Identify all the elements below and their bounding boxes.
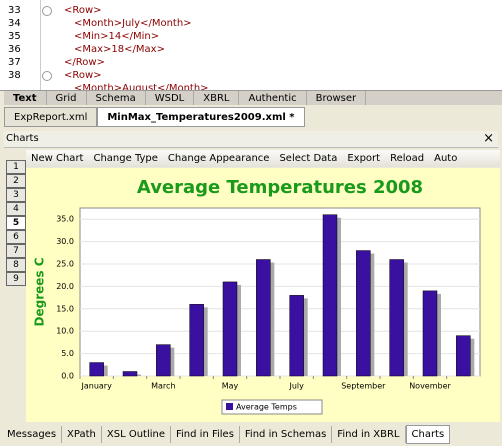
x-tick-label: January — [81, 382, 113, 391]
bottom-tabs: Messages XPath XSL Outline Find in Files Fin… — [2, 425, 451, 444]
plot-area — [79, 207, 481, 377]
file-tab[interactable]: MinMax_Temperatures2009.xml * — [97, 107, 305, 127]
code-line: <Row> — [64, 5, 102, 16]
line-number: 38 — [8, 70, 21, 81]
view-tab[interactable]: XBRL — [194, 91, 240, 105]
toolbar-button[interactable]: Change Type — [93, 153, 158, 164]
side-tab[interactable]: 4 — [6, 202, 26, 216]
toolbar-button[interactable]: Change Appearance — [167, 153, 270, 164]
panel-header: Charts × — [4, 131, 498, 148]
bar — [356, 250, 371, 377]
x-tick-label: July — [288, 382, 304, 391]
y-tick-label: 5.0 — [61, 349, 74, 358]
x-tick-label: May — [222, 382, 239, 391]
side-tab[interactable]: 2 — [6, 174, 26, 188]
view-tabs: Text Grid Schema WSDL XBRL Authentic Browser — [4, 91, 502, 105]
toolbar-button[interactable]: Auto — [434, 153, 458, 164]
line-number: 33 — [8, 5, 21, 16]
y-tick-label: 20.0 — [56, 282, 74, 291]
code-line: <Month>July</Month> — [74, 18, 192, 29]
side-tab[interactable]: 3 — [6, 188, 26, 202]
chart-toolbar: New Chart Change Type Change Appearance Sel… — [26, 150, 500, 167]
bottom-tab[interactable]: XSL Outline — [102, 426, 171, 443]
view-tab[interactable]: Authentic — [239, 91, 307, 105]
bar — [122, 371, 138, 377]
side-tab[interactable]: 5 — [6, 216, 26, 230]
toolbar-button[interactable]: Reload — [390, 153, 425, 164]
code-line: </Row> — [64, 57, 105, 68]
bar — [89, 362, 104, 377]
line-number: 37 — [8, 57, 21, 68]
bottom-tab[interactable]: Find in XBRL — [332, 426, 406, 443]
code-line: <Month>August</Month> — [74, 83, 209, 91]
y-tick-label: 10.0 — [56, 327, 74, 336]
y-tick-label: 15.0 — [56, 304, 74, 313]
bar — [222, 281, 238, 377]
code-line: <Row> — [64, 70, 102, 81]
y-tick-label: 0.0 — [61, 372, 74, 381]
bar — [389, 259, 404, 377]
view-tab[interactable]: Grid — [47, 91, 87, 105]
bottom-tab[interactable]: Messages — [2, 426, 63, 443]
line-number: 35 — [8, 31, 21, 42]
file-tab[interactable]: ExpReport.xml — [4, 107, 98, 127]
bar — [422, 290, 438, 377]
view-tab[interactable]: Browser — [307, 91, 367, 105]
x-tick-label: September — [341, 382, 386, 391]
y-tick-label: 25.0 — [56, 260, 74, 269]
fold-marker[interactable] — [42, 71, 52, 81]
close-button[interactable]: × — [483, 131, 494, 146]
code-line: <Min>14</Min> — [74, 31, 160, 42]
bottom-tab[interactable]: Find in Schemas — [240, 426, 333, 443]
chart: Average Temperatures 2008 Degrees C 0.0 5.0… — [26, 168, 500, 422]
code-editor: 33 34 35 36 37 38 <Row> <Month>July</Month> <Min… — [0, 0, 502, 91]
y-axis-label: Degrees C — [33, 257, 47, 326]
file-tabs: ExpReport.xml MinMax_Temperatures2009.xml… — [4, 107, 305, 127]
bar — [322, 214, 338, 377]
line-number: 34 — [8, 18, 21, 29]
view-tab[interactable]: Text — [4, 91, 47, 105]
side-tab[interactable]: 8 — [6, 258, 26, 272]
x-tick-label: November — [409, 382, 451, 391]
gutter — [40, 0, 41, 90]
bar — [289, 295, 304, 377]
side-tab[interactable]: 7 — [6, 244, 26, 258]
chart-title: Average Temperatures 2008 — [137, 177, 423, 198]
legend-swatch — [226, 403, 233, 410]
view-tab[interactable]: Schema — [87, 91, 146, 105]
view-tab[interactable]: WSDL — [146, 91, 195, 105]
bar — [456, 335, 471, 377]
code-line: <Max>18</Max> — [74, 44, 165, 55]
toolbar-button[interactable]: Select Data — [279, 153, 338, 164]
toolbar-button[interactable]: Export — [347, 153, 381, 164]
panel-title: Charts — [6, 133, 39, 144]
fold-marker[interactable] — [42, 6, 52, 16]
bar — [156, 344, 171, 377]
y-tick-label: 35.0 — [56, 215, 74, 224]
side-tab[interactable]: 1 — [6, 160, 26, 174]
bottom-tab[interactable]: Find in Files — [171, 426, 240, 443]
bar — [256, 259, 271, 377]
bottom-tab[interactable]: Charts — [405, 425, 451, 444]
x-tick-label: March — [151, 382, 175, 391]
legend-box — [221, 399, 323, 415]
toolbar-button[interactable]: New Chart — [31, 153, 84, 164]
legend-label: Average Temps — [236, 403, 297, 412]
side-tab[interactable]: 9 — [6, 272, 26, 286]
y-tick-label: 30.0 — [56, 237, 74, 246]
side-tab[interactable]: 6 — [6, 230, 26, 244]
bottom-tab[interactable]: XPath — [62, 426, 102, 443]
bar — [189, 304, 204, 377]
line-number: 36 — [8, 44, 21, 55]
